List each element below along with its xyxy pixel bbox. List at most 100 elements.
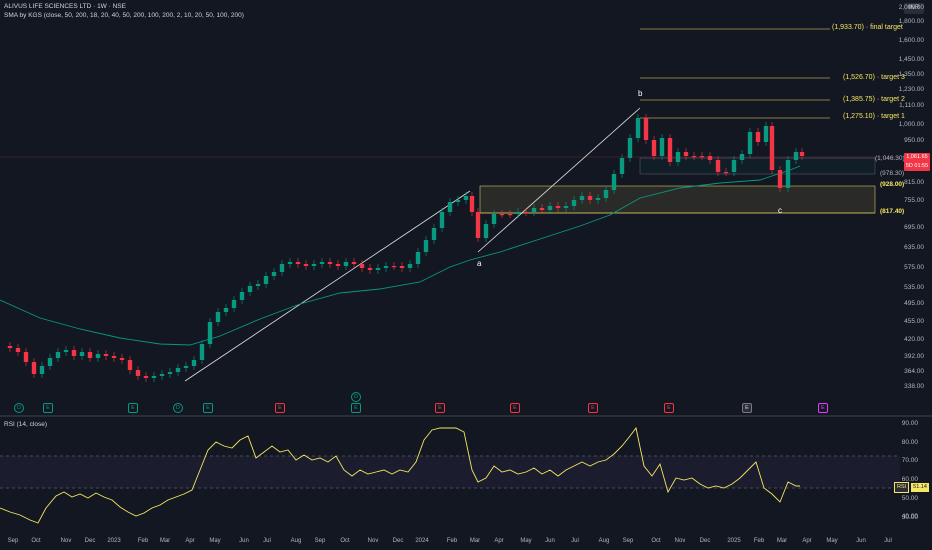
candle-body: [579, 196, 585, 200]
zone-upper: [639, 157, 876, 175]
candle-body: [175, 368, 181, 372]
candle-body: [367, 268, 373, 270]
candle-body: [447, 202, 453, 212]
event-marker[interactable]: E: [742, 403, 752, 413]
event-marker[interactable]: E: [510, 403, 520, 413]
price-tick: 635.00: [904, 244, 924, 251]
event-marker[interactable]: E: [43, 403, 53, 413]
month-label: Sep: [622, 538, 634, 544]
candle-body: [563, 206, 569, 208]
month-label: May: [520, 538, 532, 544]
event-marker[interactable]: E: [818, 403, 828, 413]
event-marker[interactable]: D: [173, 403, 183, 413]
candle-body: [127, 360, 133, 370]
price-tick: 1,800.00: [898, 18, 924, 25]
month-label: 2023: [107, 538, 121, 544]
candle-body: [391, 266, 397, 268]
month-label: Jun: [239, 538, 249, 544]
candle-body: [159, 374, 165, 376]
event-marker[interactable]: E: [588, 403, 598, 413]
event-marker[interactable]: E: [435, 403, 445, 413]
month-label: Mar: [776, 538, 788, 544]
month-label: Oct: [31, 538, 41, 544]
month-label: Apr: [494, 538, 504, 544]
price-tick: 1,350.00: [898, 71, 924, 78]
candle-body: [167, 372, 173, 374]
month-label: Nov: [367, 538, 379, 544]
candle-body: [555, 206, 561, 208]
event-marker[interactable]: E: [664, 403, 674, 413]
candle-body: [531, 208, 537, 212]
candle-body: [343, 262, 349, 266]
month-label: Apr: [185, 538, 195, 544]
month-label: 2025: [727, 538, 741, 544]
month-label: Feb: [137, 538, 149, 544]
candle-body: [439, 212, 445, 228]
month-label: Oct: [340, 538, 350, 544]
rsi-tick: 50.00: [901, 495, 918, 502]
rsi-tick: 70.00: [901, 457, 918, 464]
candle-body: [603, 190, 609, 198]
target-final-label: (1,933.70) · final target: [832, 24, 903, 31]
candle-body: [667, 138, 673, 162]
month-label: Jun: [856, 538, 866, 544]
price-tick: 695.00: [904, 224, 924, 231]
month-label: Jun: [545, 538, 555, 544]
event-marker[interactable]: E: [351, 403, 361, 413]
event-marker[interactable]: E: [275, 403, 285, 413]
candle-body: [469, 196, 475, 212]
candle-body: [71, 350, 77, 356]
candle-body: [311, 264, 317, 266]
candle-body: [683, 152, 689, 156]
candle-body: [587, 196, 593, 200]
rsi-tick: 30.00: [901, 514, 918, 521]
currency-badge[interactable]: INR: [904, 3, 924, 14]
month-label: Mar: [469, 538, 481, 544]
candle-body: [295, 262, 301, 264]
candle-body: [415, 252, 421, 264]
rsi-tick: 80.00: [901, 439, 918, 446]
candle-body: [207, 322, 213, 344]
candle-body: [255, 284, 261, 286]
candle-body: [375, 268, 381, 270]
price-tick: 364.00: [904, 368, 924, 375]
last-price-value: 1,061.65: [906, 154, 928, 160]
sma-line: [0, 165, 801, 346]
price-tick: 392.00: [904, 353, 924, 360]
candle-body: [611, 174, 617, 190]
candle-body: [635, 118, 641, 138]
candle-body: [351, 262, 357, 264]
month-label: Dec: [84, 538, 96, 544]
month-label: Feb: [446, 538, 458, 544]
event-marker[interactable]: E: [203, 403, 213, 413]
wave-label-c: c: [778, 206, 782, 215]
price-tick: 815.00: [904, 179, 924, 186]
rsi-line: [0, 426, 800, 524]
event-marker[interactable]: E: [128, 403, 138, 413]
indicator-legend[interactable]: SMA by KGS (close, 50, 200, 18, 20, 40, …: [4, 12, 244, 19]
candle-body: [731, 160, 737, 172]
candle-body: [327, 262, 333, 264]
level-978-label: (978.30): [880, 170, 905, 177]
month-label: Aug: [290, 538, 302, 544]
candle-body: [463, 196, 469, 200]
candle-body: [507, 214, 513, 216]
candle-body: [431, 228, 437, 240]
candle-body: [515, 212, 521, 214]
rsi-tick: 60.00: [901, 476, 918, 483]
candle-body: [659, 138, 665, 156]
pane-separator[interactable]: [0, 415, 932, 417]
rsi-title[interactable]: RSI (14, close): [4, 421, 47, 428]
event-marker[interactable]: D: [14, 403, 24, 413]
symbol-title[interactable]: ALIVUS LIFE SCIENCES LTD · 1W · NSE: [4, 3, 126, 10]
candle-body: [215, 312, 221, 322]
month-label: Dec: [699, 538, 711, 544]
price-tick: 950.00: [904, 137, 924, 144]
candle-body: [303, 264, 309, 266]
month-label: May: [826, 538, 838, 544]
dividend-event-marker[interactable]: D: [351, 392, 361, 402]
candle-body: [707, 156, 713, 160]
candle-body: [23, 352, 29, 362]
rsi-tick: 40.00: [901, 513, 918, 520]
